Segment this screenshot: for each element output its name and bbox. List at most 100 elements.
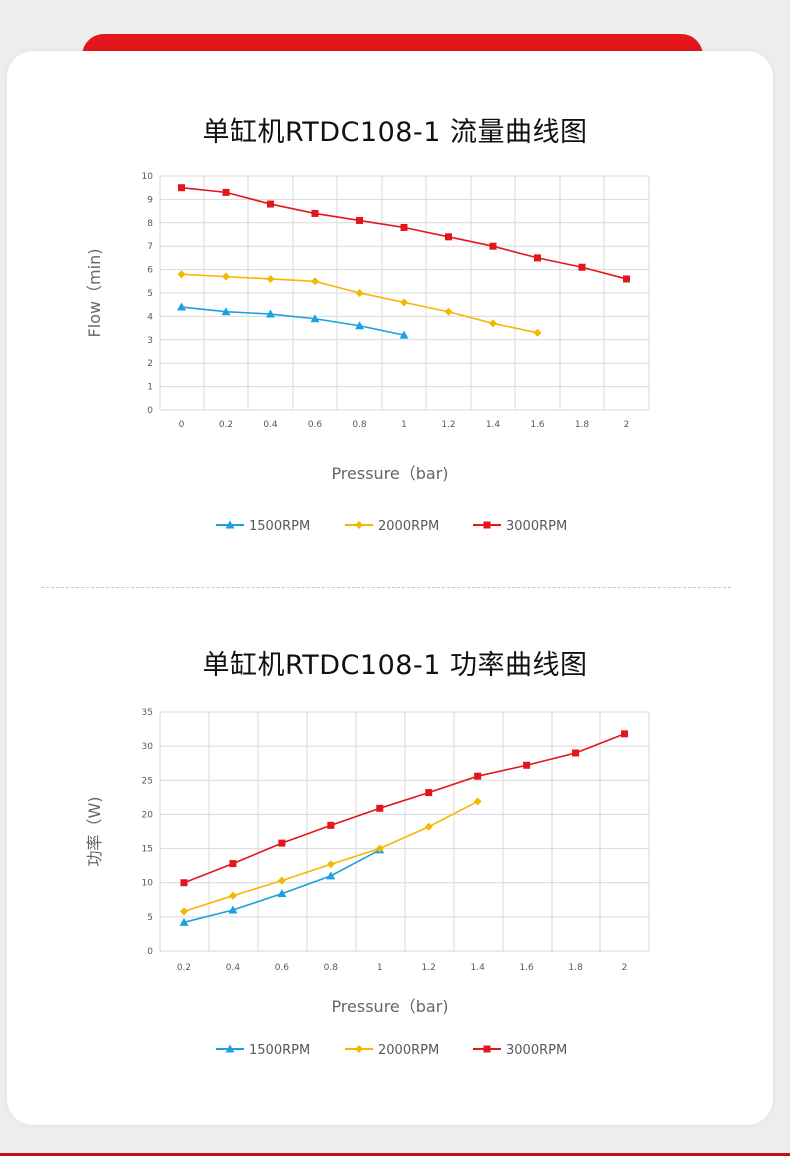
- legend-item: 1500RPM: [216, 1043, 310, 1058]
- series-line: [183, 800, 479, 913]
- legend: 1500RPM 2000RPM 3000RPM: [216, 1043, 567, 1058]
- data-point: [222, 272, 230, 281]
- grid: [159, 175, 650, 411]
- power-chart: 0 5 10 15 20 25 30 35 0.2 0.4 0.6 0.8 1 1.2 1.4 1.6 1.8 2…: [85, 708, 650, 1058]
- data-point: [267, 200, 274, 208]
- power-chart-title: 单缸机RTDC108-1 功率曲线图: [202, 650, 588, 681]
- flow-chart: 0 1 2 3 4 5 6 7 8 9 10 0 0.2 0.4 0.6 0.8 1 1.2 1.4 1.6 1.8 2 P…: [85, 172, 650, 534]
- y-tick-label: 35: [142, 708, 153, 718]
- x-tick-label: 0: [179, 420, 185, 430]
- y-tick-label: 6: [147, 266, 153, 276]
- data-point: [178, 184, 185, 192]
- legend-marker: [355, 521, 363, 529]
- data-point: [180, 879, 188, 887]
- x-tick-label: 2: [624, 420, 630, 430]
- y-tick-label: 7: [147, 242, 153, 252]
- series-3000RPM: [178, 184, 630, 283]
- series-2000RPM: [180, 797, 482, 916]
- data-point: [375, 844, 384, 853]
- data-point: [179, 917, 189, 926]
- y-tick-label: 1: [147, 383, 153, 393]
- data-point: [399, 330, 409, 339]
- legend: 1500RPM 2000RPM 3000RPM: [216, 519, 567, 534]
- data-point: [228, 905, 238, 914]
- data-point: [355, 289, 364, 297]
- data-point: [533, 328, 542, 337]
- legend-marker: [355, 1045, 363, 1053]
- data-point: [400, 223, 408, 231]
- series-3000RPM: [180, 730, 628, 887]
- data-point: [578, 263, 586, 271]
- y-tick-label: 25: [142, 776, 153, 786]
- y-tick-label: 5: [147, 289, 153, 299]
- y-tick-label: 4: [147, 312, 153, 322]
- data-point: [311, 277, 319, 286]
- legend-item: 1500RPM: [216, 519, 310, 534]
- data-point: [277, 876, 286, 885]
- data-point: [474, 772, 482, 780]
- x-tick-label: 1: [377, 963, 383, 973]
- y-tick-label: 10: [142, 879, 154, 889]
- legend-label: 2000RPM: [378, 1043, 439, 1058]
- legend-marker: [225, 1044, 235, 1053]
- data-point: [400, 298, 408, 307]
- data-point: [310, 314, 320, 323]
- y-tick-label: 20: [142, 810, 154, 820]
- y-tick-label: 0: [147, 947, 153, 957]
- data-point: [534, 254, 541, 262]
- series-1500RPM: [177, 302, 409, 339]
- y-axis-title: 功率（W): [85, 796, 104, 866]
- x-tick-label: 1.6: [519, 963, 534, 973]
- x-tick-label: 1.4: [486, 420, 501, 430]
- series-line: [183, 849, 381, 924]
- x-tick-label: 0.6: [308, 420, 323, 430]
- legend-label: 2000RPM: [378, 519, 439, 534]
- x-tick-label: 1.2: [441, 420, 455, 430]
- y-tick-label: 15: [142, 845, 153, 855]
- data-point: [376, 804, 384, 812]
- y-tick-label: 9: [147, 195, 153, 205]
- series-line: [181, 306, 405, 336]
- x-tick-label: 1.4: [471, 963, 486, 973]
- legend-label: 1500RPM: [249, 519, 310, 534]
- data-point: [489, 319, 497, 328]
- data-point: [277, 889, 287, 898]
- data-point: [266, 309, 275, 318]
- data-point: [229, 860, 237, 868]
- y-tick-label: 0: [147, 406, 153, 416]
- data-point: [177, 302, 186, 311]
- data-point: [180, 907, 188, 916]
- data-point: [424, 822, 433, 831]
- x-tick-label: 2: [622, 963, 628, 973]
- data-point: [572, 749, 580, 757]
- data-point: [228, 891, 237, 900]
- data-point: [473, 797, 482, 806]
- x-tick-label: 1.8: [568, 963, 583, 973]
- x-tick-label: 1.6: [530, 420, 545, 430]
- legend-item: 3000RPM: [473, 1043, 567, 1058]
- legend-marker: [483, 1045, 491, 1053]
- data-point: [355, 321, 364, 330]
- y-tick-label: 3: [147, 336, 153, 346]
- x-tick-label: 1.2: [422, 963, 436, 973]
- flow-chart-title: 单缸机RTDC108-1 流量曲线图: [202, 117, 588, 148]
- data-point: [266, 274, 275, 283]
- content-card: [7, 51, 773, 1125]
- x-tick-label: 0.6: [275, 963, 290, 973]
- data-point: [445, 233, 452, 241]
- data-point: [444, 307, 453, 316]
- data-point: [221, 307, 231, 316]
- data-point: [623, 275, 630, 283]
- series-1500RPM: [179, 845, 385, 926]
- data-point: [278, 839, 286, 847]
- y-axis-title: Flow（min): [85, 249, 104, 338]
- y-tick-label: 30: [142, 742, 154, 752]
- series-line: [183, 733, 625, 884]
- x-tick-label: 1.8: [575, 420, 590, 430]
- x-axis-title: Pressure（bar): [331, 997, 448, 1016]
- x-tick-label: 0.4: [226, 963, 241, 973]
- legend-item: 3000RPM: [473, 519, 567, 534]
- data-point: [356, 216, 363, 224]
- legend-label: 1500RPM: [249, 1043, 310, 1058]
- legend-label: 3000RPM: [506, 519, 567, 534]
